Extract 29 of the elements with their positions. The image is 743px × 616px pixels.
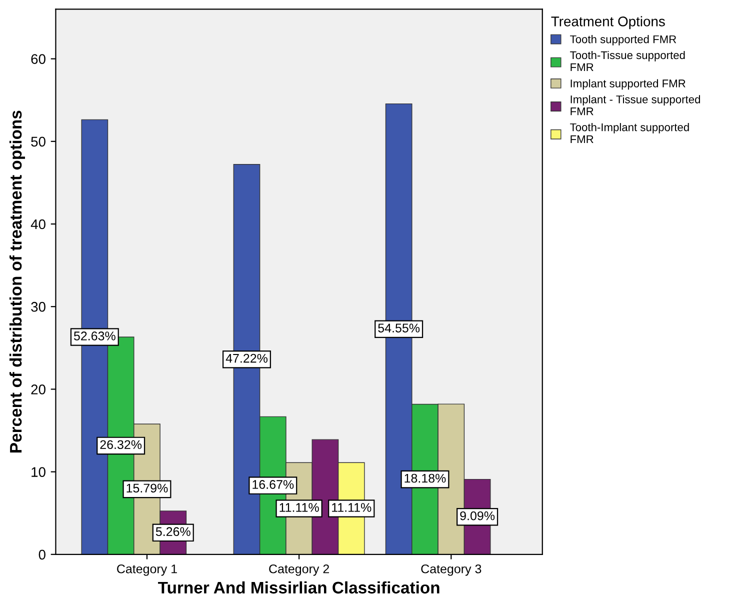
y-tick-label: 40 bbox=[30, 219, 46, 230]
legend-title: Treatment Options bbox=[551, 16, 665, 30]
x-tick-label: Category 3 bbox=[421, 564, 482, 576]
y-tick-label: 50 bbox=[31, 136, 46, 147]
data-label: 11.11% bbox=[280, 503, 319, 512]
data-label: 26.32% bbox=[100, 440, 142, 450]
legend-label: Tooth-Tissue supported FMR bbox=[570, 50, 685, 71]
y-axis-title: Percent of distribution of treatment options bbox=[9, 110, 25, 452]
x-tick-label: Category 1 bbox=[117, 564, 177, 576]
y-tick-label: 20 bbox=[31, 384, 46, 394]
y-tick-label: 60 bbox=[31, 54, 46, 64]
data-label: 16.67% bbox=[252, 480, 294, 489]
data-label: 47.22% bbox=[226, 354, 268, 363]
y-tick-label: 10 bbox=[32, 467, 46, 477]
x-tick-label: Category 2 bbox=[269, 564, 330, 576]
data-label: 9.09% bbox=[460, 511, 495, 520]
data-label: 18.18% bbox=[404, 474, 446, 483]
legend-label: Implant supported FMR bbox=[570, 79, 686, 90]
legend-label: Implant - Tissue supported FMR bbox=[570, 95, 700, 116]
y-tick-label: 0 bbox=[38, 550, 46, 560]
data-label: 5.26% bbox=[156, 527, 190, 536]
data-label: 52.63% bbox=[74, 332, 116, 340]
legend-label: Tooth-Implant supported FMR bbox=[570, 123, 689, 144]
y-tick-label: 30 bbox=[31, 302, 46, 312]
data-label: 15.79% bbox=[126, 484, 168, 493]
data-label: 54.55% bbox=[378, 324, 420, 332]
x-axis-title: Turner And Missirlian Classification bbox=[158, 581, 440, 594]
legend-label: Tooth supported FMR bbox=[570, 35, 676, 46]
data-label: 11.11% bbox=[332, 503, 372, 512]
